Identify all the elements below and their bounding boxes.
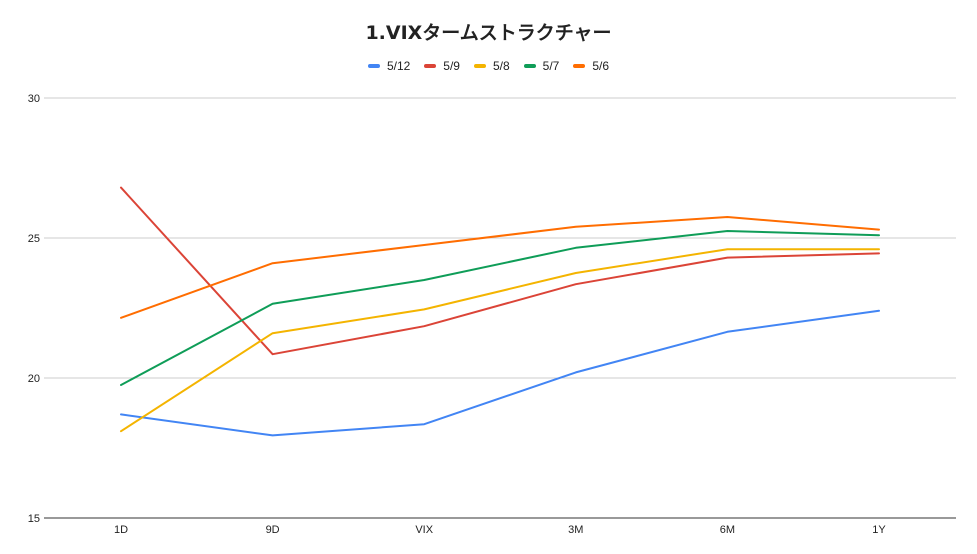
y-tick-label: 20 <box>28 373 40 385</box>
legend-label: 5/6 <box>592 59 610 73</box>
y-tick-label: 30 <box>28 93 40 105</box>
x-tick-label: 1D <box>114 524 128 536</box>
series-line <box>120 186 880 356</box>
legend-item: 5/12 <box>367 59 411 73</box>
y-tick-label: 25 <box>28 233 40 245</box>
x-tick-label: VIX <box>415 524 433 536</box>
x-tick-label: 6M <box>720 524 735 536</box>
y-tick-label: 15 <box>28 513 40 525</box>
legend-swatch <box>424 64 437 68</box>
legend-swatch <box>523 64 536 68</box>
chart-legend: 5/12 5/9 5/8 5/7 5/6 <box>0 59 977 73</box>
series-line <box>120 309 880 437</box>
legend-label: 5/7 <box>542 59 560 73</box>
x-tick-label: 3M <box>568 524 583 536</box>
legend-label: 5/9 <box>443 59 460 73</box>
legend-label: 5/8 <box>492 59 510 73</box>
chart-title: 1.VIXタームストラクチャー <box>365 22 612 44</box>
legend-item: 5/8 <box>473 59 510 73</box>
x-tick-label: 9D <box>266 524 280 536</box>
legend-swatch <box>367 64 380 68</box>
legend-label: 5/12 <box>386 59 411 73</box>
legend-item: 5/6 <box>573 59 609 73</box>
x-tick-label: 1Y <box>872 524 886 536</box>
legend-item: 5/7 <box>523 59 560 73</box>
series-line <box>120 216 880 319</box>
legend-swatch <box>573 64 586 68</box>
series-line <box>120 248 880 433</box>
series-line <box>120 230 880 386</box>
legend-swatch <box>473 64 486 68</box>
legend-item: 5/9 <box>424 59 460 73</box>
